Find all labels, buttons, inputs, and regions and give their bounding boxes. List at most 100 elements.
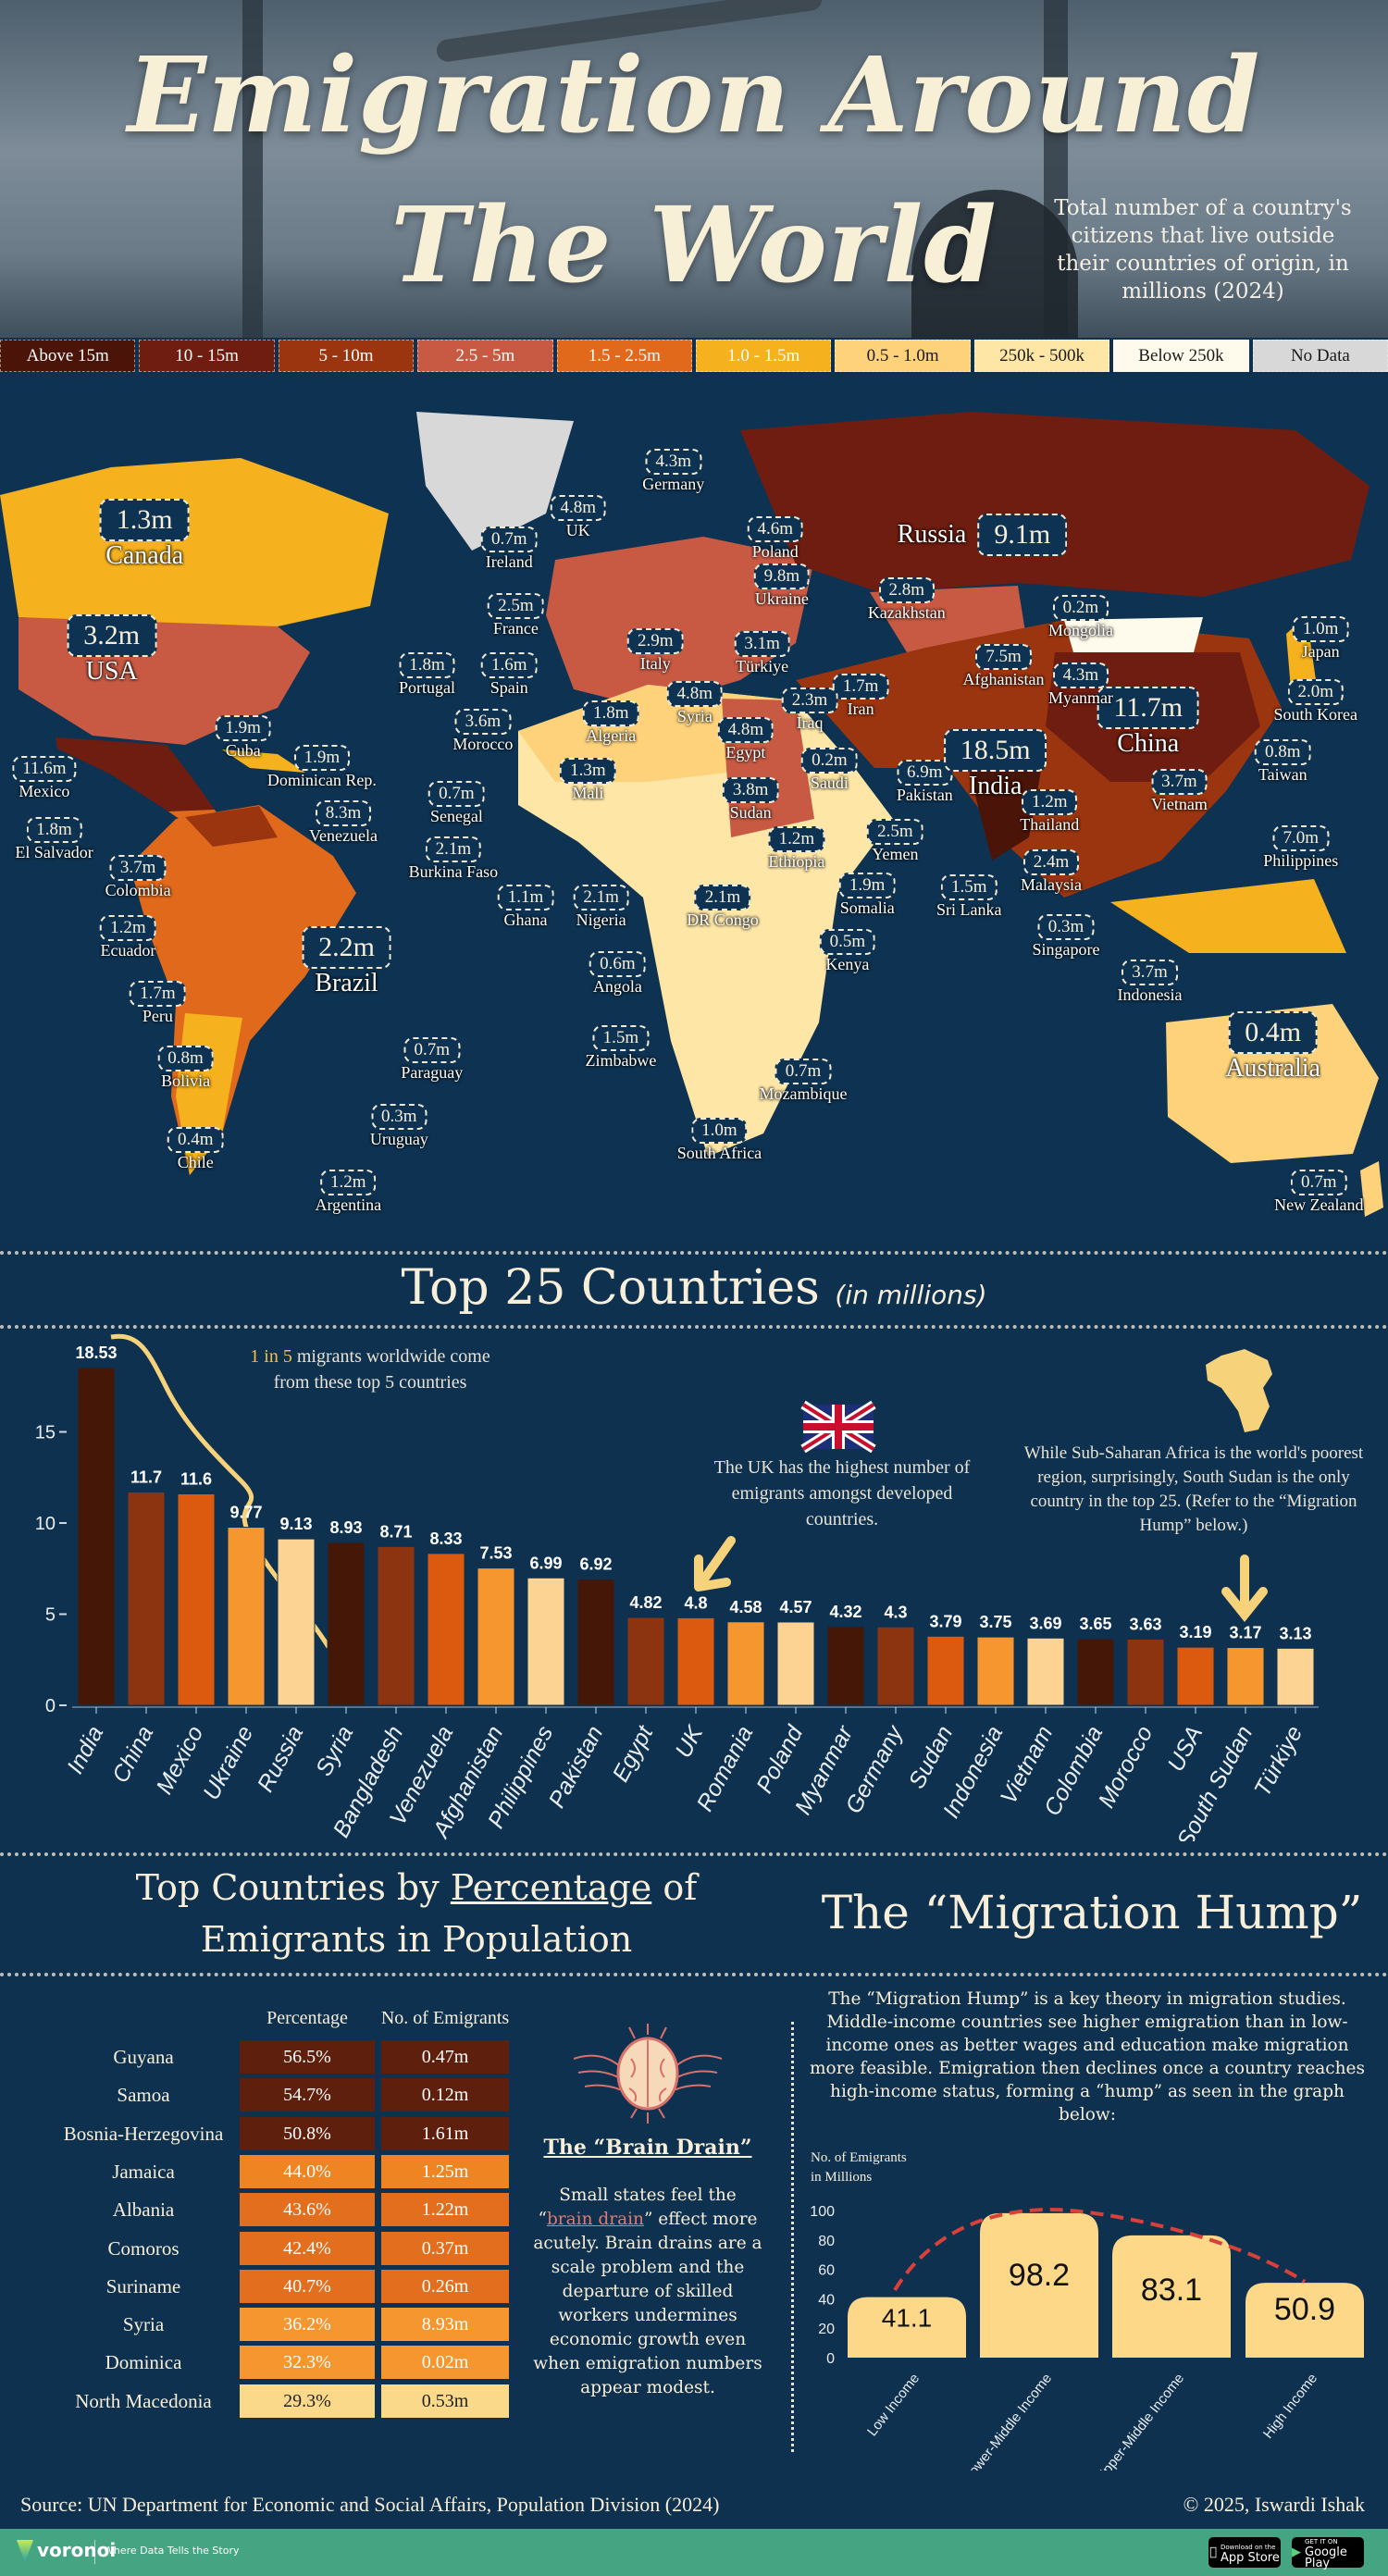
map-country-name: Chile bbox=[177, 1153, 214, 1172]
table-row: Albania 43.6% 1.22m bbox=[0, 2193, 518, 2227]
map-label-cuba: 1.9m Cuba bbox=[215, 714, 271, 760]
divider bbox=[0, 1973, 1388, 1976]
map-country-name: Colombia bbox=[105, 880, 171, 899]
y-tick-label: 15 bbox=[35, 1423, 56, 1443]
top25-title: Top 25 Countries bbox=[401, 1260, 820, 1316]
bar-value-label: 3.63 bbox=[1129, 1615, 1161, 1633]
map-label-somalia: 1.9m Somalia bbox=[838, 873, 896, 917]
map-country-name: Mongolia bbox=[1047, 621, 1113, 640]
row-percentage: 44.0% bbox=[240, 2154, 375, 2188]
table-row: Bosnia-Herzegovina 50.8% 1.61m bbox=[0, 2116, 518, 2150]
map-value-box: 1.8m bbox=[583, 700, 639, 726]
map-label-usa: 3.2m USA bbox=[67, 613, 157, 687]
hump-bar-2 bbox=[1112, 2235, 1231, 2358]
map-value-box: 4.3m bbox=[1052, 662, 1109, 688]
bar-value-label: 8.33 bbox=[429, 1530, 462, 1548]
bar-value-label: 3.75 bbox=[979, 1613, 1011, 1631]
bar-value-label: 4.57 bbox=[779, 1598, 812, 1616]
voronoi-logo-icon bbox=[17, 2540, 33, 2562]
hump-category-label: Lower-Middle Income bbox=[960, 2371, 1055, 2471]
subtitle: Total number of a country's citizens tha… bbox=[1054, 196, 1352, 303]
map-value-box: 1.2m bbox=[768, 826, 825, 853]
bar-value-label: 3.17 bbox=[1229, 1624, 1261, 1642]
col-header-percentage: Percentage bbox=[266, 2008, 348, 2028]
note-uk: The UK has the highest number of emigran… bbox=[713, 1457, 971, 1530]
hump-description: The “Migration Hump” is a key theory in … bbox=[810, 1989, 1365, 2124]
map-label-italy: 2.9m Italy bbox=[626, 627, 684, 673]
x-category-label: USA bbox=[1162, 1722, 1208, 1777]
map-label-poland: 4.6m Poland bbox=[747, 516, 804, 561]
map-value-box: 0.6m bbox=[589, 951, 646, 978]
map-label-germany: 4.3m Germany bbox=[642, 449, 704, 493]
map-value-box: 4.8m bbox=[666, 680, 724, 707]
row-country: Syria bbox=[122, 2313, 165, 2336]
map-country-name: Ukraine bbox=[754, 589, 809, 609]
map-value-box: 4.8m bbox=[717, 716, 775, 743]
copyright-text: © 2025, Iswardi Ishak bbox=[1183, 2493, 1365, 2516]
bar-value-label: 3.13 bbox=[1279, 1624, 1311, 1642]
map-value-box: 8.3m bbox=[315, 800, 372, 827]
map-value-box: 1.5m bbox=[940, 873, 998, 900]
map-country-name: Peru bbox=[142, 1007, 173, 1026]
map-value-box: 1.8m bbox=[399, 652, 455, 679]
map-label-sri-lanka: 1.5m Sri Lanka bbox=[936, 873, 1002, 919]
map-value-box: 3.6m bbox=[454, 708, 512, 735]
map-country-name: Brazil bbox=[315, 968, 378, 997]
map-country-name: Indonesia bbox=[1117, 985, 1183, 1005]
map-country-name: USA bbox=[85, 656, 138, 686]
row-country: Samoa bbox=[117, 2084, 170, 2107]
map-country-name: Dominican Rep. bbox=[266, 770, 377, 789]
map-label-t-rkiye: 3.1m Türkiye bbox=[734, 631, 790, 675]
map-country-name: New Zealand bbox=[1274, 1195, 1364, 1215]
tagline: Where Data Tells the Story bbox=[104, 2545, 240, 2557]
map-country-name: Iraq bbox=[796, 712, 824, 732]
map-country-name: Nigeria bbox=[576, 910, 626, 929]
bar-value-label: 9.77 bbox=[229, 1504, 262, 1522]
badge-label: App Store bbox=[1217, 2550, 1280, 2565]
greenland bbox=[416, 412, 574, 551]
map-value-box: 3.7m bbox=[1122, 960, 1178, 986]
map-value-box: 1.7m bbox=[832, 674, 889, 700]
map-country-name: Yemen bbox=[872, 844, 919, 863]
map-label-saudi: 0.2m Saudi bbox=[801, 748, 858, 792]
map-value-box: 2.3m bbox=[781, 687, 838, 713]
map-value-box: 3.1m bbox=[734, 631, 790, 658]
new-zealand bbox=[1360, 1161, 1383, 1217]
map-label-dominican-rep-: 1.9m Dominican Rep. bbox=[266, 744, 377, 789]
map-country-name: France bbox=[492, 619, 539, 638]
map-country-name: DR Congo bbox=[687, 910, 759, 929]
legend-item: 1.5 - 2.5m bbox=[556, 340, 693, 372]
map-label-venezuela: 8.3m Venezuela bbox=[309, 800, 378, 845]
map-label-iran: 1.7m Iran bbox=[832, 674, 889, 718]
map-value-box: 2.5m bbox=[488, 593, 544, 620]
table-row: Jamaica 44.0% 1.25m bbox=[0, 2154, 518, 2188]
map-value-box: 0.8m bbox=[1255, 739, 1311, 766]
google-play-button[interactable]: ▶ GET IT ON Google Play bbox=[1292, 2537, 1364, 2570]
map-country-name: Sri Lanka bbox=[936, 899, 1002, 919]
map-value-box: 2.1m bbox=[425, 836, 482, 863]
row-country: Jamaica bbox=[112, 2160, 175, 2183]
map-label-south-africa: 1.0m South Africa bbox=[676, 1117, 762, 1162]
map-value-box: 2.8m bbox=[878, 576, 936, 603]
x-category-label: China bbox=[107, 1722, 158, 1788]
hump-bar-value: 50.9 bbox=[1274, 2292, 1335, 2327]
bar-india bbox=[77, 1367, 116, 1706]
row-emigrants: 0.12m bbox=[381, 2078, 509, 2112]
x-category-label: UK bbox=[670, 1721, 709, 1763]
map-value-box: 2.5m bbox=[867, 818, 923, 845]
map-label-portugal: 1.8m Portugal bbox=[399, 652, 455, 697]
divider bbox=[0, 1852, 1388, 1856]
row-percentage: 56.5% bbox=[240, 2040, 375, 2074]
bar-uk bbox=[676, 1616, 715, 1706]
brand-name[interactable]: voronoi bbox=[37, 2539, 117, 2561]
row-country: Dominica bbox=[105, 2351, 182, 2374]
text-part: ” effect more acutely. Brain drains are … bbox=[533, 2210, 762, 2397]
bar-value-label: 6.99 bbox=[529, 1554, 562, 1572]
map-country-name: El Salvador bbox=[15, 842, 93, 861]
map-country-name: South Africa bbox=[676, 1143, 762, 1162]
bar-value-label: 8.71 bbox=[379, 1522, 412, 1541]
map-country-name: Poland bbox=[751, 542, 799, 561]
bar-t-rkiye bbox=[1276, 1647, 1315, 1706]
divider bbox=[0, 1251, 1388, 1255]
